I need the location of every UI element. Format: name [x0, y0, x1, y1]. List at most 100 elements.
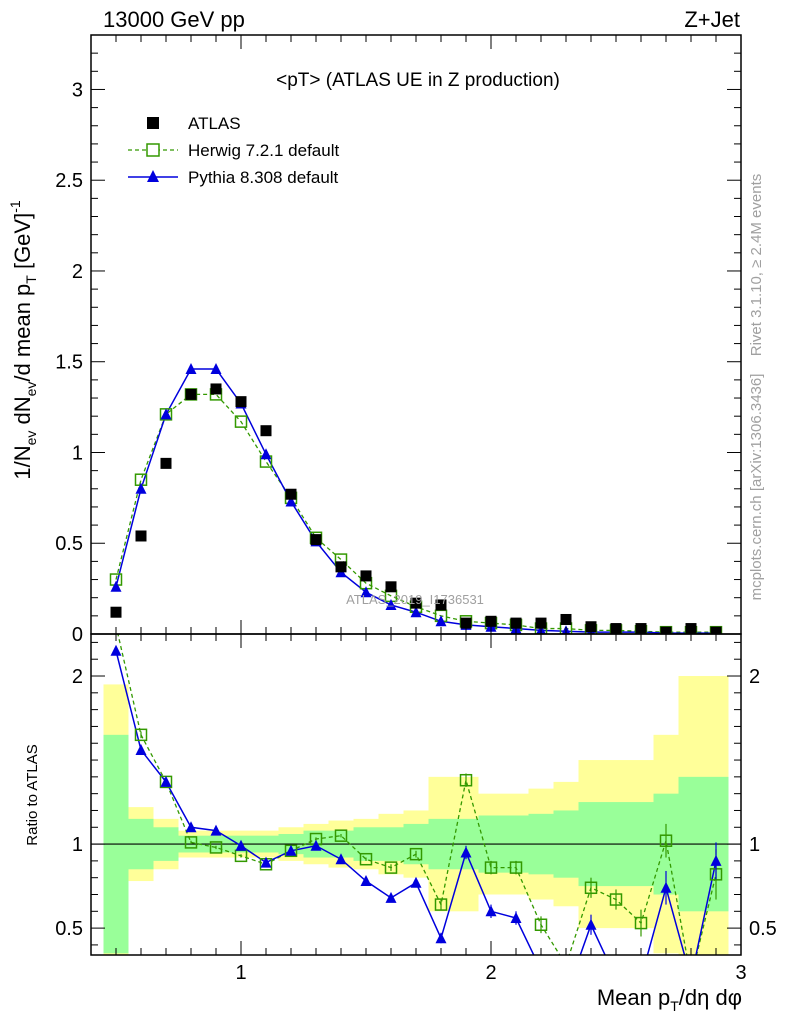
ratio-y-tick-label-left: 2 — [72, 666, 83, 688]
ratio-y-tick-label-right: 2 — [749, 666, 760, 688]
ratio-herwig-point — [334, 829, 348, 842]
ratio-pythia-point — [536, 964, 547, 975]
legend-atlas-marker — [147, 117, 159, 129]
ratio-pythia-point — [360, 875, 372, 887]
main-y-tick-label: 3 — [72, 79, 83, 101]
energy-label: 13000 GeV pp — [103, 7, 245, 32]
x-tick-label: 2 — [485, 962, 496, 984]
ratio-herwig-point — [609, 893, 623, 906]
main-atlas-point — [160, 457, 172, 469]
main-y-tick-label: 1.5 — [55, 352, 83, 374]
main-series-marks — [109, 362, 723, 634]
ratio-herwig-point — [659, 834, 673, 847]
ratio-pythia-point — [585, 918, 597, 930]
ratio-pythia-point — [385, 891, 397, 903]
analysis-watermark: ATLAS_2019_I1736531 — [346, 592, 484, 607]
ratio-herwig-point — [209, 841, 223, 854]
main-atlas-point — [435, 599, 447, 611]
main-y-tick-label: 0 — [72, 624, 83, 646]
ratio-pythia-point — [561, 989, 572, 1000]
ratio-herwig-point — [484, 861, 498, 874]
ratio-pythia-point — [335, 853, 347, 865]
main-atlas-point — [535, 617, 547, 629]
ratio-herwig-point — [434, 898, 448, 911]
legend: ATLAS Herwig 7.2.1 default Pythia 8.308 … — [128, 114, 339, 187]
legend-herwig-marker — [146, 143, 160, 157]
ratio-herwig-point — [509, 861, 523, 874]
ratio-y-axis-label: Ratio to ATLAS — [24, 744, 41, 845]
main-pythia-point — [135, 482, 147, 494]
main-y-tick-label: 0.5 — [55, 533, 83, 555]
ratio-pythia-point — [710, 854, 722, 866]
axis-tick-labels: 1 2 300.511.522.530.5 0.51 12 2 — [55, 79, 777, 984]
ratio-pythia-point — [285, 844, 297, 856]
main-pythia-point — [110, 580, 122, 592]
main-atlas-point — [460, 617, 472, 629]
main-pythia-point — [285, 495, 297, 507]
ratio-pythia-point — [611, 973, 622, 984]
main-atlas-point — [310, 534, 322, 546]
main-atlas-point — [360, 570, 372, 582]
mcplots-info: mcplots.cern.ch [arXiv:1306.3436] — [748, 374, 765, 601]
ratio-pythia-point — [485, 905, 497, 917]
legend-pythia-marker — [147, 170, 159, 182]
ratio-herwig-point — [359, 852, 373, 866]
main-atlas-point — [585, 621, 597, 633]
ratio-pythia-point — [185, 821, 197, 833]
ratio-y-tick-label-right: 1 — [749, 834, 760, 856]
ratio-pythia-point — [110, 644, 122, 656]
ratio-pythia-point — [636, 973, 647, 984]
ratio-herwig-point — [561, 960, 572, 971]
x-axis-label: Mean pT/dη dφ — [597, 985, 742, 1014]
ratio-herwig-point — [409, 847, 423, 861]
ratio-pythia-point — [210, 824, 222, 836]
main-y-tick-label: 2.5 — [55, 170, 83, 192]
main-atlas-point — [385, 581, 397, 593]
ratio-pythia-point — [310, 839, 322, 851]
legend-atlas-label: ATLAS — [188, 114, 241, 133]
main-atlas-point — [210, 383, 222, 395]
ratio-pythia-point — [260, 856, 272, 868]
ratio-pythia-point — [135, 743, 147, 755]
main-atlas-point — [510, 617, 522, 629]
ratio-y-tick-label-right: 0.5 — [749, 918, 777, 940]
ratio-pythia-point — [235, 839, 247, 851]
legend-herwig-label: Herwig 7.2.1 default — [188, 141, 339, 160]
ratio-pythia-point — [160, 775, 172, 787]
ratio-herwig-point — [234, 849, 248, 863]
uncertainty-bands — [91, 676, 741, 955]
main-atlas-point — [235, 396, 247, 408]
ratio-herwig-point — [384, 861, 398, 874]
x-tick-label: 1 — [235, 962, 246, 984]
main-atlas-point — [285, 488, 297, 500]
ratio-herwig-point — [534, 918, 548, 931]
main-atlas-point — [185, 388, 197, 400]
x-tick-label: 3 — [735, 962, 746, 984]
ratio-pythia-point — [686, 973, 697, 984]
main-pythia-point — [385, 598, 397, 610]
ratio-series-marks — [110, 644, 723, 1000]
main-pythia-point — [185, 362, 197, 374]
main-atlas-point — [335, 561, 347, 573]
main-pythia-point — [210, 362, 222, 374]
main-atlas-point — [135, 530, 147, 542]
ratio-herwig-point — [134, 728, 148, 742]
main-pythia-point — [410, 606, 422, 618]
main-y-tick-label: 2 — [72, 261, 83, 283]
ratio-herwig-point — [634, 916, 648, 930]
main-y-tick-label: 1 — [72, 442, 83, 464]
ratio-y-tick-label-left: 0.5 — [55, 918, 83, 940]
main-pythia-point — [260, 448, 272, 460]
axis-ticks — [90, 34, 742, 955]
ratio-herwig-point — [459, 773, 473, 787]
main-pythia-point — [435, 615, 447, 627]
main-atlas-point — [410, 597, 422, 609]
rivet-info: Rivet 3.1.10, ≥ 2.4M events — [748, 174, 765, 357]
main-y-axis-label: 1/Nev dNev/d mean pT [GeV]-1 — [7, 200, 39, 480]
ratio-y-tick-label-left: 1 — [72, 834, 83, 856]
process-label: Z+Jet — [684, 7, 740, 32]
ratio-pythia-point — [660, 881, 672, 893]
ratio-herwig-point — [184, 836, 198, 849]
ratio-pythia-point — [510, 912, 522, 924]
